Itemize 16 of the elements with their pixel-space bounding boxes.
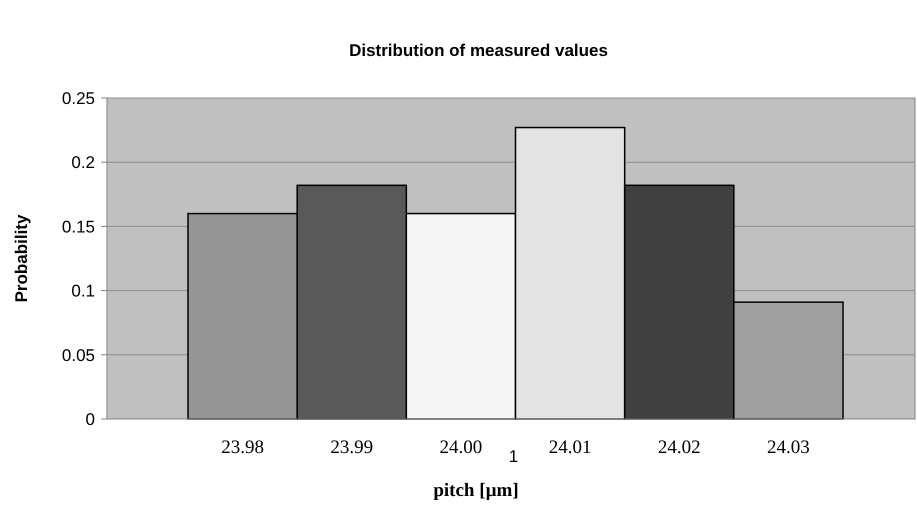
y-tick-label: 0.05	[62, 346, 95, 365]
x-axis-title: pitch [µm]	[433, 480, 519, 501]
x-tick-label: 24.02	[658, 437, 701, 458]
y-tick-label: 0.15	[62, 217, 95, 236]
y-axis-title: Probability	[12, 214, 31, 302]
x-tick-label: 24.03	[767, 437, 810, 458]
x-tick-label: 23.99	[330, 437, 374, 458]
x-tick-label: 23.98	[221, 437, 264, 458]
y-tick-label: 0.1	[71, 282, 95, 301]
y-tick-label: 0.2	[71, 153, 95, 172]
y-tick-label: 0.25	[62, 88, 95, 108]
y-tick-label: 0	[86, 410, 95, 429]
chart-title: Distribution of measured values	[349, 41, 608, 60]
x-tick-label: 24.00	[440, 437, 482, 458]
text: 1	[508, 447, 518, 466]
x-tick-label: 24.01	[548, 437, 592, 458]
